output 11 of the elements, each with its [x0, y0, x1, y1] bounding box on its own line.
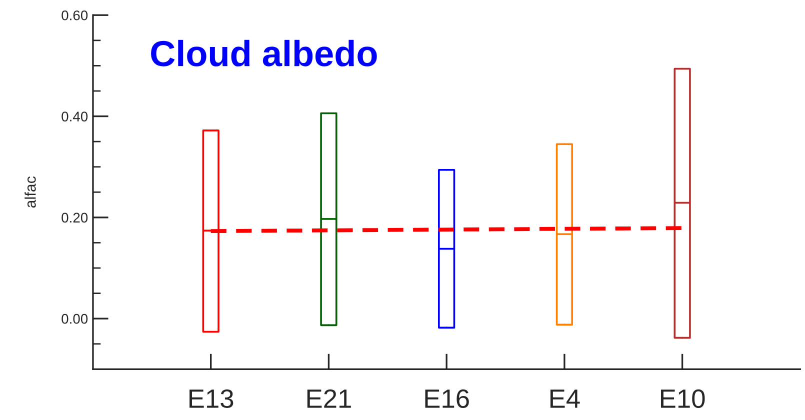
x-tick-label: E16	[425, 389, 469, 408]
x-tick-label: E13	[190, 389, 234, 408]
y-tick-label: 0.00	[62, 314, 88, 324]
x-tick-label: E10	[660, 389, 705, 408]
y-tick-label: 0.20	[62, 212, 88, 223]
text: Cloud albedo	[151, 40, 377, 66]
y-tick-label: 0.60	[62, 10, 88, 20]
x-tick-label: E4	[550, 390, 580, 408]
y-axis-title: alfac	[24, 176, 36, 208]
y-tick-label: 0.40	[62, 112, 88, 122]
x-tick-label: E21	[307, 389, 351, 408]
